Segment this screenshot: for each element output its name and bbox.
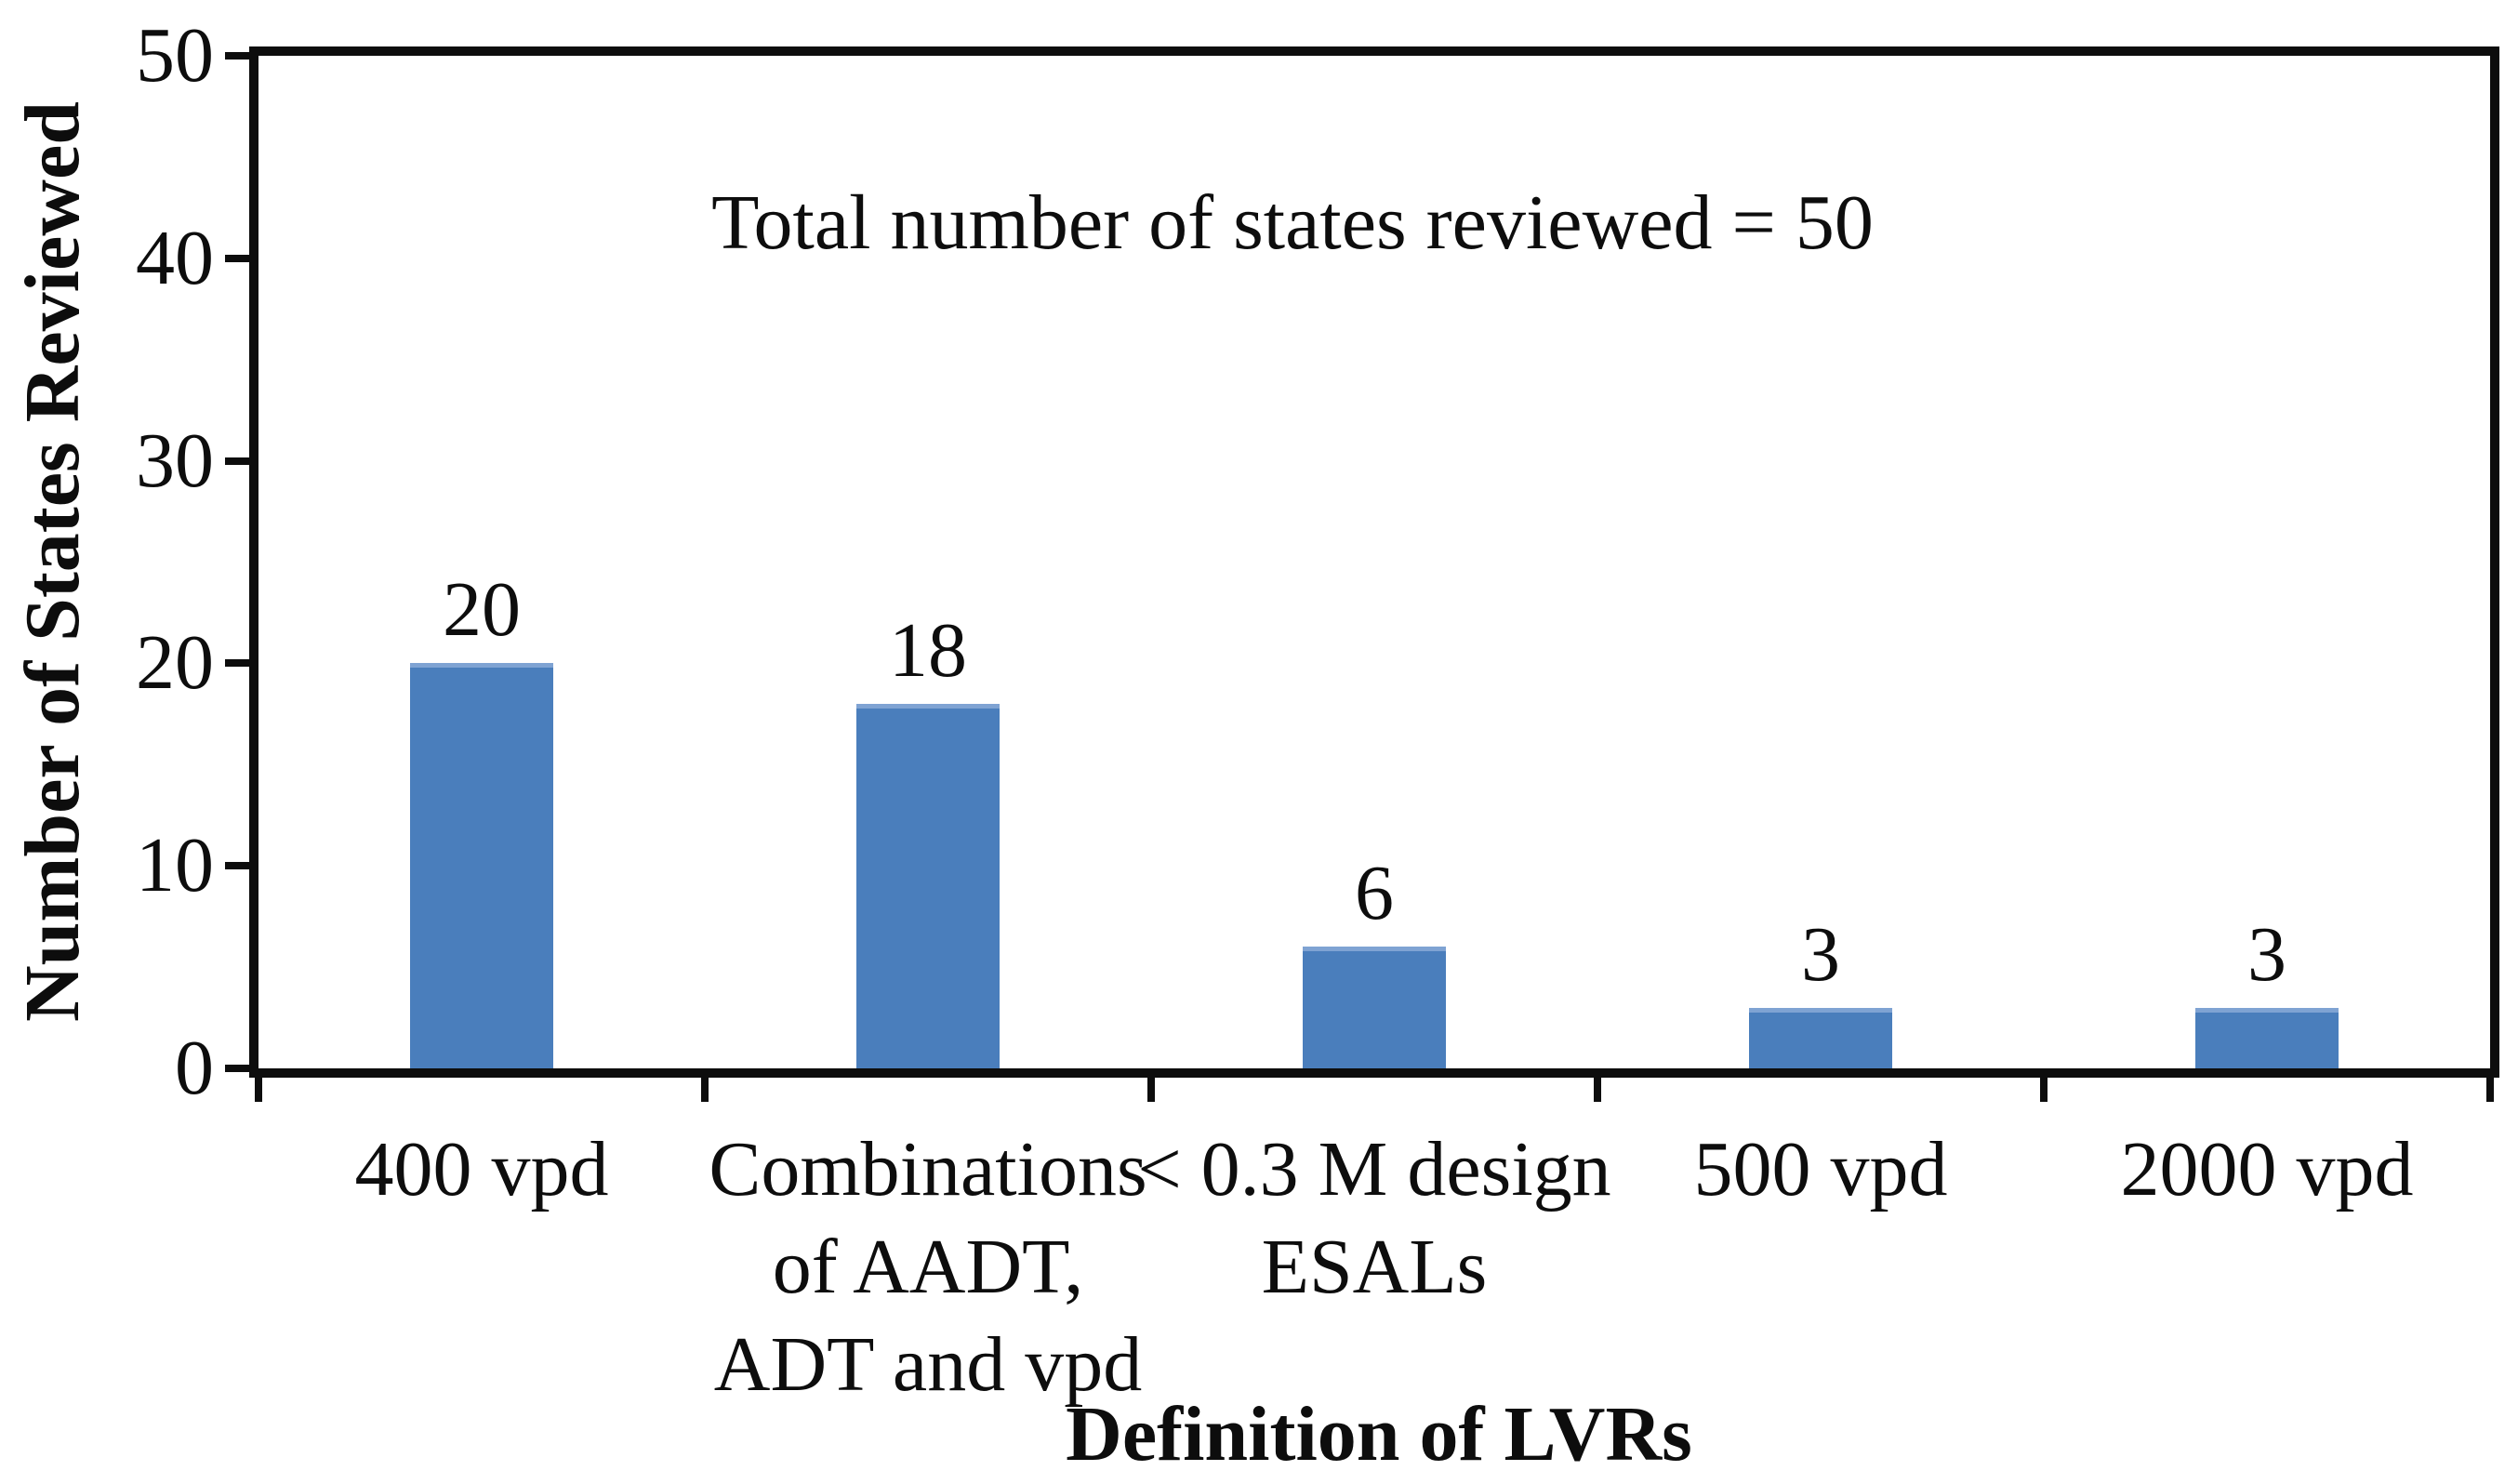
bar-value-label: 18	[889, 607, 967, 694]
x-axis-tick	[1594, 1078, 1601, 1102]
y-axis-tick	[225, 52, 249, 60]
x-category-label: 500 vpd	[1693, 1126, 1948, 1212]
x-axis-title: Definition of LVRs	[1066, 1391, 1692, 1477]
x-axis-tick	[1147, 1078, 1155, 1102]
plot-area	[249, 46, 2499, 1078]
x-axis-tick	[2486, 1078, 2494, 1102]
x-axis-tick	[255, 1078, 262, 1102]
y-axis-title: Number of States Reviewed	[9, 101, 96, 1022]
bar-4	[1749, 1008, 1892, 1068]
bar-5	[2195, 1008, 2339, 1068]
y-tick-label: 30	[136, 417, 214, 504]
bar-value-label: 3	[1801, 911, 1840, 998]
bar-2	[856, 704, 1000, 1068]
y-axis-tick	[225, 862, 249, 869]
bar-3	[1303, 947, 1446, 1068]
y-axis-tick	[225, 255, 249, 262]
y-tick-label: 20	[136, 619, 214, 706]
bar-value-label: 6	[1355, 850, 1394, 936]
x-category-label: 400 vpd	[354, 1126, 609, 1212]
x-category-label: Combinations of AADT, ADT and vpd	[709, 1126, 1147, 1408]
x-axis-tick	[2040, 1078, 2048, 1102]
y-axis-tick	[225, 457, 249, 465]
chart-annotation: Total number of states reviewed = 50	[711, 179, 1874, 266]
bar-value-label: 3	[2247, 911, 2286, 998]
x-category-label: < 0.3 M design ESALs	[1137, 1126, 1611, 1310]
y-tick-label: 40	[136, 215, 214, 301]
y-tick-label: 50	[136, 12, 214, 99]
x-axis-tick	[701, 1078, 709, 1102]
bar-value-label: 20	[443, 566, 521, 653]
y-tick-label: 10	[136, 822, 214, 908]
y-axis-tick	[225, 659, 249, 667]
x-category-label: 2000 vpd	[2120, 1126, 2414, 1212]
y-tick-label: 0	[175, 1025, 214, 1111]
bar-1	[410, 663, 553, 1068]
y-axis-tick	[225, 1065, 249, 1072]
